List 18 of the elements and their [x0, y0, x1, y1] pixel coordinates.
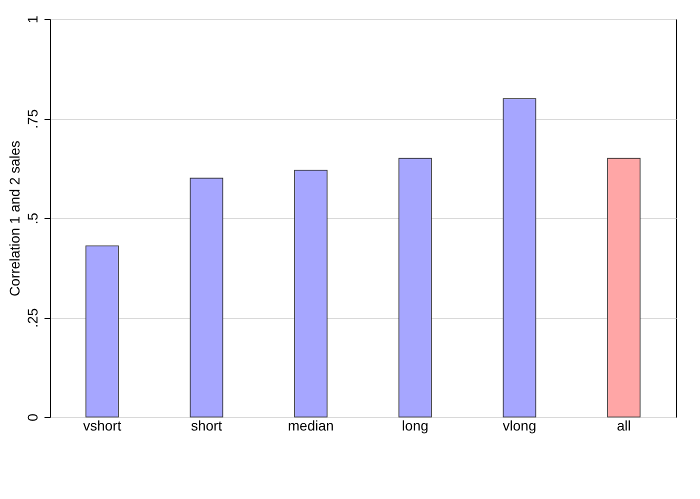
x-tick-label: long [402, 418, 428, 434]
y-axis-title: Correlation 1 and 2 sales [6, 140, 22, 296]
y-tick-label: .75 [24, 109, 40, 129]
x-tick-label: vlong [502, 418, 536, 434]
bar [190, 178, 224, 418]
x-tick-label: vshort [83, 418, 122, 434]
x-tick-label: median [288, 418, 334, 434]
bar [294, 170, 328, 418]
y-tick-label: .5 [24, 212, 40, 224]
x-tick-label: short [190, 418, 222, 434]
bar [607, 158, 641, 418]
y-tick-label: 0 [24, 413, 40, 422]
x-tick-label: all [616, 418, 631, 434]
y-tick-label: .25 [24, 308, 40, 328]
y-tick-label: 1 [24, 15, 40, 24]
bar [398, 158, 432, 418]
bar [502, 98, 536, 418]
bar [85, 245, 119, 418]
